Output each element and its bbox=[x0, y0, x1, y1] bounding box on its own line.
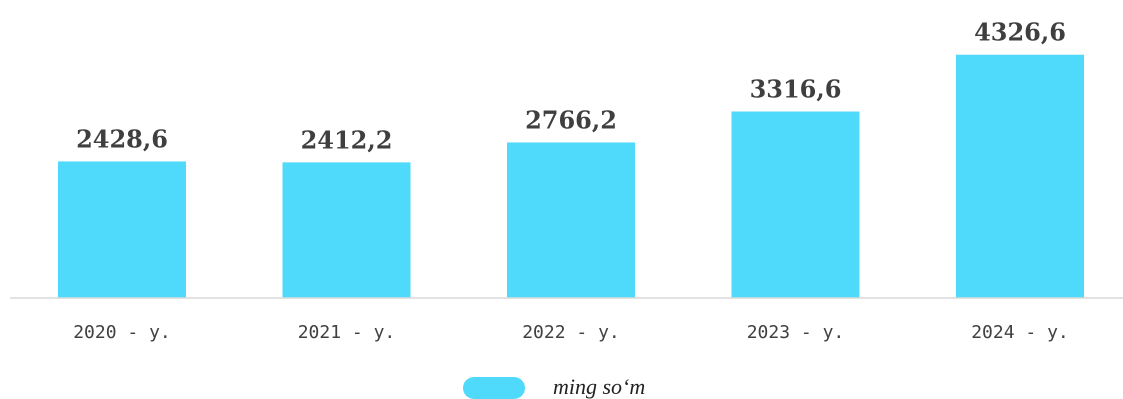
x-tick-label-2: 2021 - y. bbox=[298, 322, 396, 343]
value-labels-group: 2428,6 2412,2 2766,2 3316,6 4326,6 bbox=[76, 18, 1066, 155]
legend: ming so‘m bbox=[463, 374, 645, 399]
value-label-5: 4326,6 bbox=[974, 18, 1066, 47]
legend-label: ming so‘m bbox=[553, 374, 645, 399]
value-label-2: 2412,2 bbox=[301, 125, 393, 154]
x-tick-labels-group: 2020 - y. 2021 - y. 2022 - y. 2023 - y. 2024… bbox=[73, 322, 1069, 343]
x-tick-label-5: 2024 - y. bbox=[971, 322, 1069, 343]
bar-2 bbox=[282, 162, 411, 298]
value-label-4: 3316,6 bbox=[750, 75, 842, 104]
legend-swatch bbox=[463, 377, 525, 399]
value-label-3: 2766,2 bbox=[525, 105, 617, 134]
bar-3 bbox=[507, 142, 635, 298]
bar-4 bbox=[731, 111, 860, 298]
value-label-1: 2428,6 bbox=[76, 124, 168, 153]
x-tick-label-4: 2023 - y. bbox=[747, 322, 845, 343]
x-tick-label-3: 2022 - y. bbox=[522, 322, 620, 343]
bars-group bbox=[58, 54, 1084, 299]
bar-1 bbox=[58, 161, 186, 298]
x-tick-label-1: 2020 - y. bbox=[73, 322, 171, 343]
bar-5 bbox=[956, 54, 1084, 299]
